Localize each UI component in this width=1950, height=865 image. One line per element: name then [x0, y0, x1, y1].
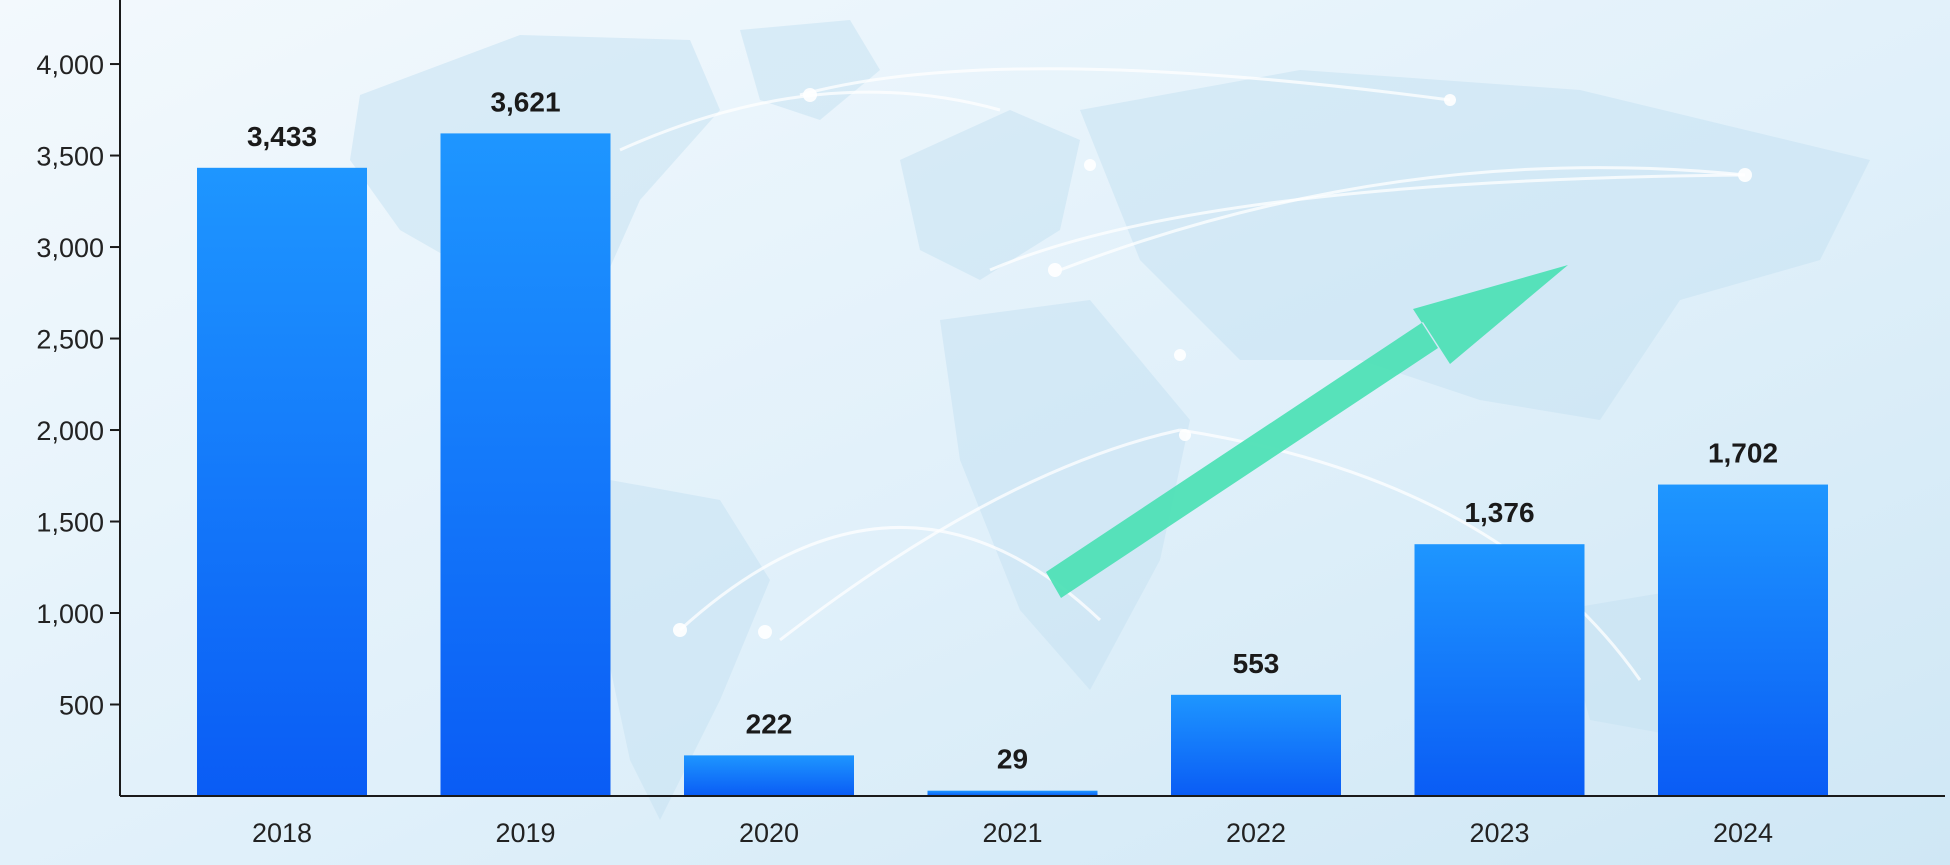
x-tick-label: 2022 — [1226, 818, 1286, 848]
value-label-2023: 1,376 — [1464, 497, 1534, 528]
bar-2023 — [1414, 544, 1585, 796]
route-line — [799, 67, 1451, 102]
bar-2024 — [1658, 484, 1828, 796]
bar-2022 — [1171, 694, 1341, 796]
route-line — [779, 428, 1181, 642]
y-tick-label: 4,000 — [36, 50, 104, 80]
bar-2021 — [927, 790, 1098, 796]
asia-shape — [1080, 70, 1870, 420]
route-node — [1174, 349, 1186, 361]
route-lines-decoration — [619, 67, 1752, 681]
bar-2019 — [440, 133, 611, 796]
bar-2020 — [684, 755, 854, 796]
x-tick-label: 2023 — [1469, 818, 1529, 848]
y-tick-label: 1,000 — [36, 599, 104, 629]
route-node — [1444, 94, 1456, 106]
bars-layer — [197, 133, 1828, 796]
value-label-2019: 3,621 — [490, 86, 560, 117]
trend-arrow — [1046, 265, 1568, 598]
y-tick-label: 1,500 — [36, 508, 104, 538]
y-tick-label: 2,500 — [36, 325, 104, 355]
x-tick-label: 2021 — [982, 818, 1042, 848]
x-axis: 2018 2019 2020 2021 2022 2023 2024 — [120, 795, 1945, 848]
route-node — [803, 88, 817, 102]
route-node — [758, 625, 772, 639]
route-node — [1179, 429, 1191, 441]
route-line — [989, 173, 1746, 272]
y-tick-label: 2,000 — [36, 416, 104, 446]
south-america-shape — [600, 480, 770, 820]
route-node — [1048, 263, 1062, 277]
value-label-2021: 29 — [997, 744, 1028, 775]
value-label-2020: 222 — [746, 708, 793, 739]
route-line — [1059, 166, 1746, 272]
value-label-2022: 553 — [1233, 648, 1280, 679]
x-tick-label: 2020 — [739, 818, 799, 848]
y-axis: 500 1,000 1,500 2,000 2,500 3,000 3,500 4,000 — [36, 0, 121, 796]
route-line — [678, 525, 1102, 632]
value-label-2024: 1,702 — [1708, 438, 1778, 469]
y-tick-label: 3,500 — [36, 142, 104, 172]
africa-shape — [940, 300, 1190, 690]
y-tick-label: 3,000 — [36, 233, 104, 263]
x-tick-label: 2018 — [252, 818, 312, 848]
x-tick-label: 2024 — [1713, 818, 1773, 848]
y-tick-label: 500 — [59, 691, 104, 721]
value-label-2018: 3,433 — [247, 121, 317, 152]
route-node — [1738, 168, 1752, 182]
route-node — [673, 623, 687, 637]
route-node — [1084, 159, 1096, 171]
value-labels-layer: 3,433 3,621 222 29 553 1,376 1,702 — [247, 86, 1778, 774]
europe-shape — [900, 110, 1080, 280]
x-tick-label: 2019 — [495, 818, 555, 848]
bar-2018 — [197, 167, 367, 796]
greenland-shape — [740, 20, 880, 120]
